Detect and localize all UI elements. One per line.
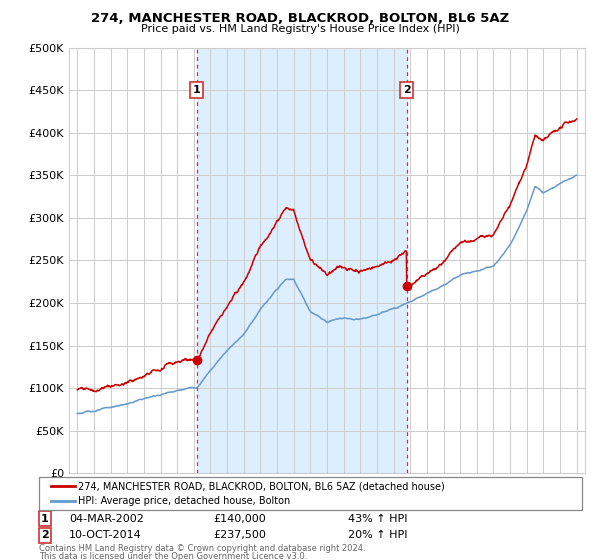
Text: Contains HM Land Registry data © Crown copyright and database right 2024.: Contains HM Land Registry data © Crown c… xyxy=(39,544,365,553)
Text: 10-OCT-2014: 10-OCT-2014 xyxy=(69,530,142,540)
Text: 2: 2 xyxy=(41,530,49,540)
Text: £140,000: £140,000 xyxy=(213,514,266,524)
Text: Price paid vs. HM Land Registry's House Price Index (HPI): Price paid vs. HM Land Registry's House … xyxy=(140,24,460,34)
Text: £237,500: £237,500 xyxy=(213,530,266,540)
Text: HPI: Average price, detached house, Bolton: HPI: Average price, detached house, Bolt… xyxy=(78,496,290,506)
Text: 1: 1 xyxy=(41,514,49,524)
Text: 274, MANCHESTER ROAD, BLACKROD, BOLTON, BL6 5AZ (detached house): 274, MANCHESTER ROAD, BLACKROD, BOLTON, … xyxy=(78,481,445,491)
Text: 43% ↑ HPI: 43% ↑ HPI xyxy=(348,514,407,524)
Text: 274, MANCHESTER ROAD, BLACKROD, BOLTON, BL6 5AZ: 274, MANCHESTER ROAD, BLACKROD, BOLTON, … xyxy=(91,12,509,25)
Text: 1: 1 xyxy=(193,85,200,95)
Text: This data is licensed under the Open Government Licence v3.0.: This data is licensed under the Open Gov… xyxy=(39,552,307,560)
Text: 20% ↑ HPI: 20% ↑ HPI xyxy=(348,530,407,540)
Bar xyxy=(197,48,407,473)
Text: 2: 2 xyxy=(403,85,410,95)
Text: 04-MAR-2002: 04-MAR-2002 xyxy=(69,514,144,524)
